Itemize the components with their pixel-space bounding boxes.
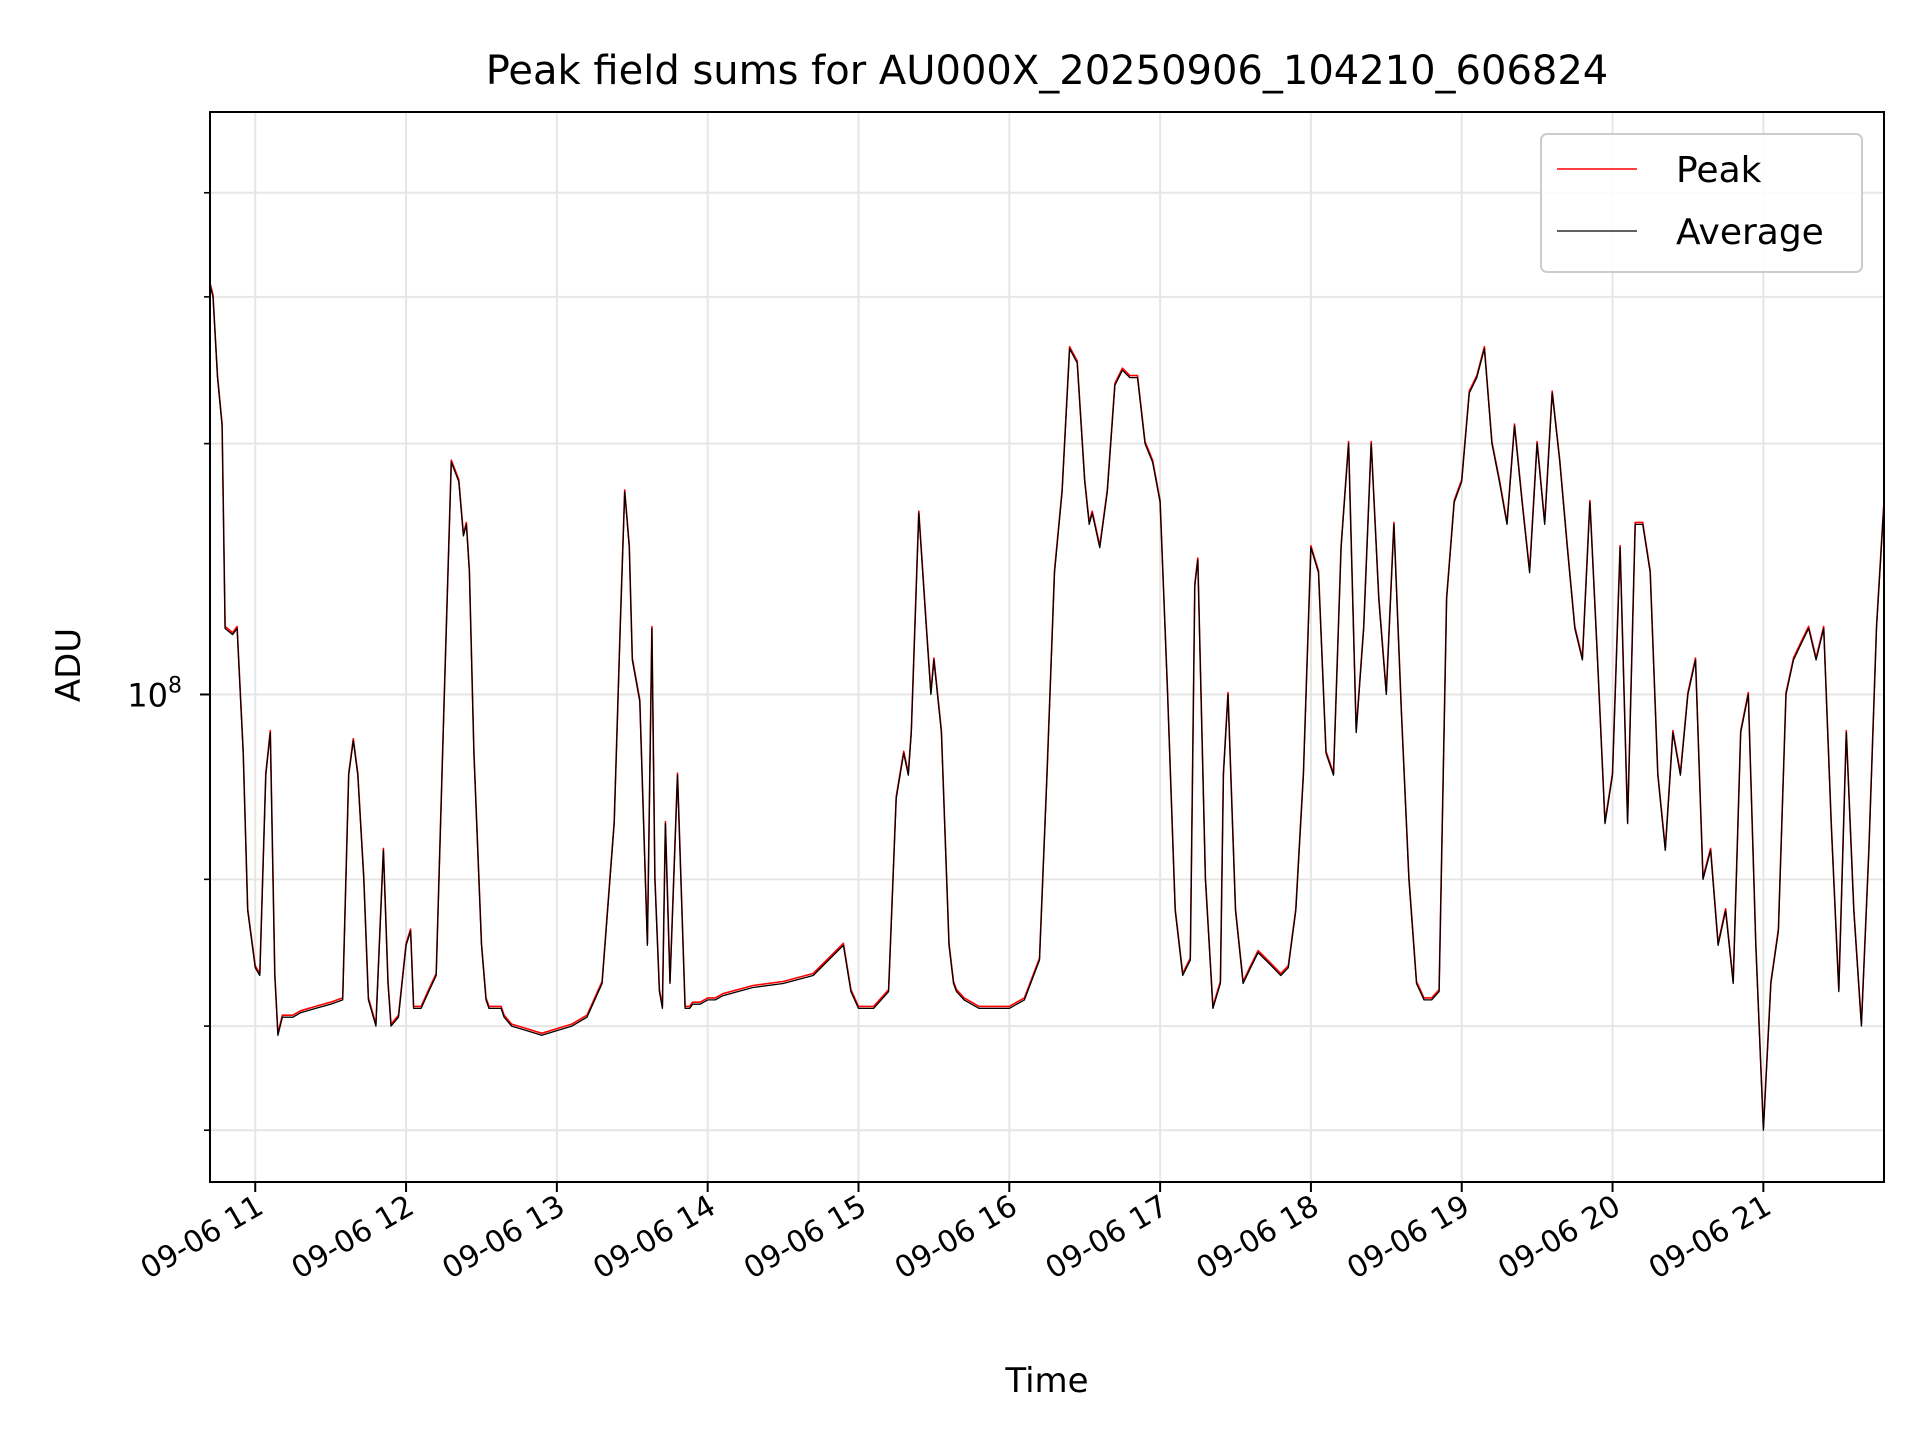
y-axis-label: ADU bbox=[49, 628, 89, 702]
y-tick-base: 10 bbox=[127, 676, 168, 714]
y-tick-label: 108 bbox=[127, 673, 182, 714]
legend-label-average: Average bbox=[1676, 212, 1824, 253]
x-axis-label: Time bbox=[1004, 1361, 1088, 1401]
gridlines bbox=[210, 112, 1884, 1182]
series-line-average bbox=[210, 284, 1884, 1131]
legend-label-peak: Peak bbox=[1676, 150, 1762, 191]
y-tick-exponent: 8 bbox=[168, 673, 182, 698]
legend: Peak Average bbox=[1540, 133, 1863, 273]
chart-title: Peak field sums for AU000X_20250906_1042… bbox=[486, 48, 1609, 94]
plot-frame bbox=[209, 111, 1885, 1183]
y-axis-ticks: 108 bbox=[127, 191, 210, 1132]
